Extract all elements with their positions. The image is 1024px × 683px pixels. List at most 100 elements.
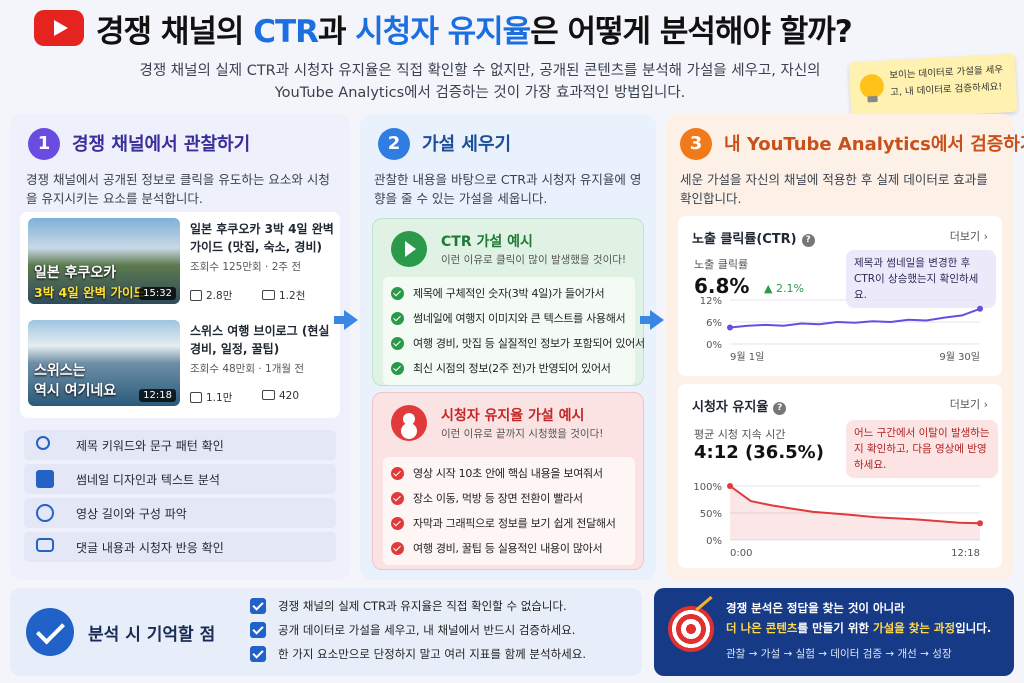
- remember-list: 경쟁 채널의 실제 CTR과 유지율은 직접 확인할 수 없습니다. 공개 데이…: [250, 596, 586, 668]
- checklist-label: 썸네일 디자인과 텍스트 분석: [76, 473, 220, 487]
- thumbnail-text: 스위스는: [34, 363, 86, 379]
- check-icon: [391, 467, 404, 480]
- conclusion-line: 더 나은 콘텐츠를 만들기 위한 가설을 찾는 과정입니다.: [726, 620, 991, 636]
- help-icon[interactable]: ?: [773, 402, 787, 415]
- image-icon: [36, 470, 54, 488]
- retention-hypothesis-box: 시청자 유지율 가설 예시 이런 이유로 끝까지 시청했을 것이다! 영상 시작…: [372, 392, 644, 570]
- video-title[interactable]: 일본 후쿠오카 3박 4일 완벽 가이드 (맛집, 숙소, 경비): [190, 222, 334, 254]
- panel-title: 경쟁 채널에서 관찰하기: [72, 134, 251, 155]
- hypothesis-text: 자막과 그래픽으로 정보를 보기 쉽게 전달해서: [413, 517, 616, 530]
- card-title-text: 노출 클릭률(CTR): [692, 232, 797, 247]
- video-info: 일본 후쿠오카 3박 4일 완벽 가이드 (맛집, 숙소, 경비) 조회수 12…: [190, 220, 336, 274]
- step-number: 1: [28, 128, 60, 160]
- hypothesis-item: 장소 이동, 먹방 등 장면 전환이 빨라서: [389, 486, 629, 511]
- metric-label: 노출 클릭률: [694, 258, 749, 271]
- step-number: 2: [378, 128, 410, 160]
- x-tick-label: 12:18: [951, 548, 980, 559]
- verify-panel: 3 내 YouTube Analytics에서 검증하기 세운 가설을 자신의 …: [666, 114, 1024, 580]
- y-tick-label: 100%: [693, 482, 722, 493]
- title-part: 경쟁 채널의: [96, 14, 254, 50]
- hypothesis-text: 썸네일에 여행지 이미지와 큰 텍스트를 사용해서: [413, 312, 626, 325]
- ctr-line-chart: 12% 6% 0% 9월 1일 9월 30일: [700, 296, 983, 363]
- metric-value: 6.8%: [694, 274, 750, 298]
- hypothesis-item: 최신 시점의 정보(2주 전)가 반영되어 있어서: [389, 356, 629, 381]
- video-duration: 12:18: [139, 389, 176, 402]
- data-point: [977, 305, 983, 312]
- title-retention: 시청자 유지율: [355, 14, 531, 50]
- checkbox-icon: [250, 622, 266, 638]
- chat-icon: [36, 538, 54, 552]
- remember-item: 경쟁 채널의 실제 CTR과 유지율은 직접 확인할 수 없습니다.: [250, 596, 586, 620]
- checkbox-icon: [250, 646, 266, 662]
- cursor-click-icon: [391, 231, 427, 267]
- data-point: [727, 483, 733, 489]
- retention-area-chart: 100% 50% 0% 0:00 12:18: [693, 482, 983, 559]
- video-title[interactable]: 스위스 여행 브이로그 (현실 경비, 일정, 꿀팁): [190, 324, 330, 356]
- tip-bubble: 제목과 썸네일을 변경한 후 CTR이 상승했는지 확인하세요.: [846, 250, 996, 308]
- hypothesis-item: 썸네일에 여행지 이미지와 큰 텍스트를 사용해서: [389, 306, 629, 331]
- video-likes: 2.8만: [190, 288, 232, 303]
- video-comments: 420: [262, 390, 299, 402]
- hypothesis-item: 여행 경비, 꿀팁 등 실용적인 내용이 많아서: [389, 536, 629, 561]
- checklist-label: 댓글 내용과 시청자 반응 확인: [76, 541, 224, 555]
- lightbulb-icon: [859, 73, 885, 99]
- checklist-item: 썸네일 디자인과 텍스트 분석: [24, 464, 336, 494]
- header: 경쟁 채널의 CTR과 시청자 유지율은 어떻게 분석해야 할까? 경쟁 채널의…: [0, 0, 1024, 121]
- retention-analytics-card: 시청자 유지율? 더보기 › 평균 시청 지속 시간 4:12 (36.5%) …: [678, 384, 1002, 568]
- arrow-right-icon: [640, 310, 664, 330]
- title-part: 은 어떻게 분석해야 할까?: [530, 14, 853, 50]
- step-number: 3: [680, 128, 712, 160]
- video-card[interactable]: 스위스는 역시 여기네요 12:18 스위스 여행 브이로그 (현실 경비, 일…: [28, 320, 334, 410]
- series-area: [730, 486, 980, 540]
- user-icon: [391, 405, 427, 441]
- search-icon: [36, 436, 50, 450]
- conclusion-line: 경쟁 분석은 정답을 찾는 것이 아니라: [726, 601, 905, 615]
- hypothesis-subtitle: 이런 이유로 클릭이 많이 발생했을 것이다!: [441, 254, 627, 266]
- remember-title: 분석 시 기억할 점: [88, 625, 216, 645]
- y-tick-label: 0%: [706, 340, 722, 351]
- panel-title: 내 YouTube Analytics에서 검증하기: [724, 134, 1024, 155]
- metric-label: 평균 시청 지속 시간: [694, 428, 786, 441]
- checklist-item: 영상 길이와 구성 파악: [24, 498, 336, 528]
- video-info: 스위스 여행 브이로그 (현실 경비, 일정, 꿀팁) 조회수 48만회 · 1…: [190, 322, 336, 376]
- process-flow: 관찰 → 가설 → 실험 → 데이터 검증 → 개선 → 성장: [726, 648, 952, 660]
- sticky-note-text: 보이는 데이터로 가설을 세우고, 내 데이터로 검증하세요!: [889, 64, 1004, 99]
- hypothesis-item: 제목에 구체적인 숫자(3박 4일)가 들어가서: [389, 281, 629, 306]
- video-thumbnail[interactable]: 스위스는 역시 여기네요 12:18: [28, 320, 180, 406]
- check-circle-icon: [26, 608, 74, 656]
- video-meta: 조회수 48만회 · 1개월 전: [190, 363, 305, 375]
- checklist-label: 제목 키워드와 문구 패턴 확인: [76, 439, 224, 453]
- conclusion-panel: 경쟁 분석은 정답을 찾는 것이 아니라 더 나은 콘텐츠를 만들기 위한 가설…: [654, 588, 1014, 676]
- highlight-text: 가설을 찾는 과정: [873, 621, 956, 635]
- hypothesis-subtitle: 이런 이유로 끝까지 시청했을 것이다!: [441, 428, 604, 440]
- checkbox-icon: [250, 598, 266, 614]
- comments-count: 1.2천: [279, 290, 306, 302]
- check-icon: [391, 337, 404, 350]
- hypothesis-text: 장소 이동, 먹방 등 장면 전환이 빨라서: [413, 492, 583, 505]
- video-thumbnail[interactable]: 일본 후쿠오카 3박 4일 완벽 가이드 15:32: [28, 218, 180, 304]
- remember-text: 공개 데이터로 가설을 세우고, 내 채널에서 반드시 검증하세요.: [278, 623, 576, 637]
- more-link[interactable]: 더보기 ›: [949, 230, 988, 243]
- hypothesis-text: 여행 경비, 꿀팁 등 실용적인 내용이 많아서: [413, 542, 603, 555]
- video-duration: 15:32: [139, 287, 176, 300]
- ctr-analytics-card: 노출 클릭률(CTR)? 더보기 › 노출 클릭률 6.8% ▲ 2.1% 제목…: [678, 216, 1002, 376]
- check-icon: [391, 542, 404, 555]
- card-title: 노출 클릭률(CTR)?: [692, 228, 815, 247]
- series-line: [729, 307, 981, 329]
- comment-icon: [262, 290, 275, 300]
- comments-count: 420: [279, 390, 300, 402]
- observe-panel: 1 경쟁 채널에서 관찰하기 경쟁 채널에서 공개된 정보로 클릭을 유도하는 …: [10, 114, 350, 580]
- arrow-right-icon: [334, 310, 358, 330]
- video-card[interactable]: 일본 후쿠오카 3박 4일 완벽 가이드 15:32 일본 후쿠오카 3박 4일…: [28, 218, 334, 308]
- help-icon[interactable]: ?: [801, 234, 815, 247]
- remember-text: 경쟁 채널의 실제 CTR과 유지율은 직접 확인할 수 없습니다.: [278, 599, 567, 613]
- page-subtitle: 경쟁 채널의 실제 CTR과 시청자 유지율은 직접 확인할 수 없지만, 공개…: [139, 63, 821, 101]
- check-icon: [391, 517, 404, 530]
- thumbs-up-icon: [190, 392, 202, 403]
- hypothesis-list: 영상 시작 10초 안에 핵심 내용을 보여줘서 장소 이동, 먹방 등 장면 …: [383, 457, 635, 565]
- video-meta: 조회수 125만회 · 2주 전: [190, 261, 302, 273]
- x-tick-label: 9월 30일: [939, 351, 980, 363]
- panel-description: 경쟁 채널에서 공개된 정보로 클릭을 유도하는 요소와 시청을 유지시키는 요…: [26, 172, 330, 206]
- more-link[interactable]: 더보기 ›: [949, 398, 988, 411]
- thumbnail-text: 3박 4일 완벽 가이드: [34, 285, 145, 300]
